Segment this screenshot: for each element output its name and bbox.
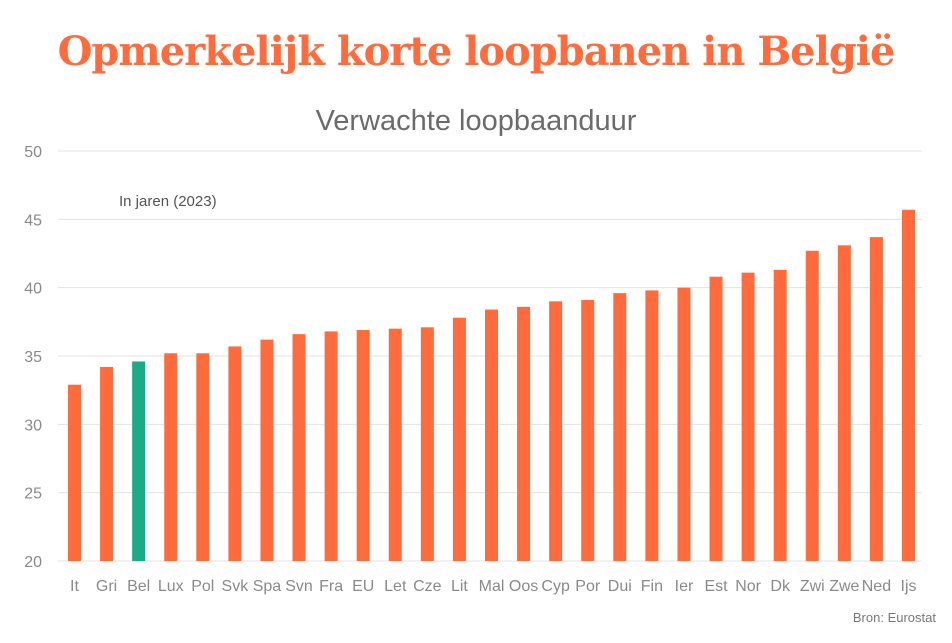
bar-let	[388, 328, 402, 561]
x-category-label: Lit	[451, 578, 468, 595]
y-tick-label: 20	[24, 554, 42, 571]
x-category-label: Zwe	[829, 578, 859, 595]
bar-dk	[773, 269, 787, 561]
y-tick-label: 25	[24, 486, 42, 503]
x-category-label: Cze	[413, 578, 442, 595]
bar-lux	[164, 353, 178, 561]
bar-fin	[645, 290, 659, 561]
bar-ned	[869, 237, 883, 561]
x-category-label: Oos	[509, 578, 538, 595]
x-category-label: Lux	[158, 578, 184, 595]
chart-subtitle: In jaren (2023)	[119, 193, 217, 210]
bar-it	[68, 384, 81, 561]
x-category-label: Est	[704, 578, 728, 595]
x-category-label: Bel	[127, 578, 150, 595]
x-axis-categories: It Gri Bel Lux Pol Svk Spa Svn Fra EU Let Cze Lit Mal…	[70, 578, 916, 595]
bar-cyp	[549, 301, 563, 561]
y-axis-ticks: 20 25 30 35 40 45 50	[24, 144, 42, 571]
x-category-label: Cyp	[541, 578, 570, 595]
x-category-label: It	[70, 578, 79, 595]
x-category-label: Fra	[319, 578, 343, 595]
x-category-label: Fin	[641, 578, 663, 595]
x-category-label: Svn	[285, 578, 313, 595]
bar-eu	[356, 330, 370, 561]
y-tick-label: 50	[24, 144, 42, 161]
y-tick-label: 30	[24, 417, 42, 434]
bar-ier	[677, 287, 691, 561]
bar-zwe	[837, 245, 851, 562]
x-category-label: Nor	[735, 578, 761, 595]
x-category-label: Dk	[770, 578, 791, 595]
chart-title: Verwachte loopbaanduur	[315, 105, 637, 137]
x-category-label: Ier	[675, 578, 694, 595]
source-note: Bron: Eurostat	[852, 610, 936, 625]
x-category-label: Dui	[608, 578, 632, 595]
x-category-label: Svk	[222, 578, 250, 595]
bar-oos	[517, 306, 531, 561]
bar-nor	[741, 272, 755, 561]
bar-mal	[485, 309, 498, 561]
x-category-label: Ned	[862, 578, 891, 595]
page-title: Opmerkelijk korte loopbanen in België	[57, 28, 896, 75]
bar-cze	[420, 327, 434, 561]
bar-dui	[613, 293, 627, 561]
x-category-label: Por	[575, 578, 601, 595]
bar-spa	[260, 339, 274, 561]
x-category-label: Zwi	[800, 578, 825, 595]
bar-ijs	[902, 209, 915, 561]
x-category-label: Ijs	[901, 578, 917, 595]
bar-pol	[196, 353, 210, 561]
x-category-label: Pol	[191, 578, 214, 595]
x-category-label: EU	[352, 578, 374, 595]
x-category-label: Mal	[479, 578, 505, 595]
x-category-label: Let	[384, 578, 407, 595]
y-tick-label: 35	[24, 349, 42, 366]
bar-est	[709, 276, 723, 561]
x-category-label: Spa	[253, 578, 282, 595]
x-category-label: Gri	[96, 578, 117, 595]
bar-lit	[452, 317, 466, 561]
bar-por	[581, 299, 595, 561]
bar-svk	[228, 346, 242, 561]
y-tick-label: 40	[24, 281, 42, 298]
bar-gri	[100, 366, 114, 561]
y-tick-label: 45	[24, 212, 42, 229]
bar-fra	[324, 331, 338, 561]
bar-svn	[292, 334, 306, 561]
bar-zwi	[805, 250, 819, 561]
bar-bel	[132, 361, 146, 561]
bars	[68, 209, 915, 562]
